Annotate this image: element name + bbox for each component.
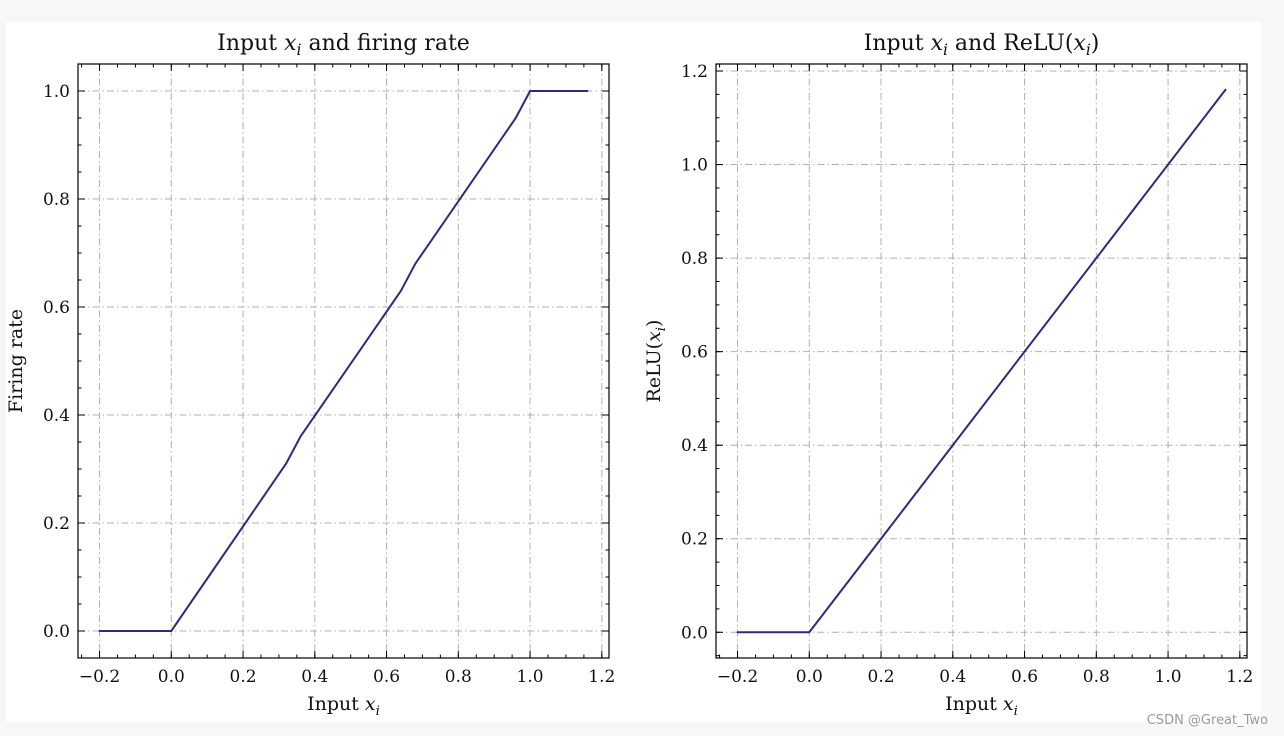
series-line-0 [736, 88, 1227, 634]
x-tick-label: 1.0 [1155, 667, 1182, 687]
y-axis: 0.0 0.2 0.4 0.6 0.8 1.0 [43, 63, 609, 659]
x-tick-label: 0.8 [445, 667, 472, 687]
y-tick-label: 0.2 [681, 530, 708, 550]
x-tick-label: 0.2 [230, 667, 257, 687]
chart-relu: −0.2 0.0 0.2 0.4 0.6 0.8 1.0 1.2 0.0 0.2 0.4 0.6 0.8… [643, 31, 1253, 719]
y-tick-label: 0.6 [681, 343, 708, 363]
chart-firing-rate: −0.2 0.0 0.2 0.4 0.6 0.8 1.0 1.2 0.0 0.2 0.4 0.6 0.8… [5, 31, 615, 719]
y-tick-label: 0.8 [43, 190, 70, 210]
watermark: CSDN @Great_Two [1146, 713, 1268, 728]
x-tick-label: 0.8 [1083, 667, 1110, 687]
y-tick-label: 0.8 [681, 249, 708, 269]
axes-frame [77, 63, 610, 659]
x-tick-label: 0.6 [1011, 667, 1038, 687]
x-axis: −0.2 0.0 0.2 0.4 0.6 0.8 1.0 1.2 [717, 64, 1253, 687]
x-axis-label: Input xi [307, 693, 380, 719]
y-tick-label: 0.4 [681, 436, 708, 456]
figure-canvas [6, 22, 1261, 722]
x-axis: −0.2 0.0 0.2 0.4 0.6 0.8 1.0 1.2 [79, 64, 615, 687]
grid [716, 64, 1247, 658]
y-axis-label: Firing rate [5, 309, 27, 413]
axes-frame [715, 63, 1248, 659]
x-tick-label: 0.0 [158, 667, 185, 687]
y-tick-label: 0.4 [43, 406, 70, 426]
y-axis: 0.0 0.2 0.4 0.6 0.8 1.0 1.2 [681, 62, 1247, 657]
x-tick-label: 1.0 [517, 667, 544, 687]
x-tick-label: 0.4 [939, 667, 966, 687]
y-tick-label: 0.2 [43, 514, 70, 534]
x-tick-label: 0.4 [301, 667, 328, 687]
x-tick-label: 0.2 [868, 667, 895, 687]
y-tick-label: 0.6 [43, 298, 70, 318]
grid [78, 64, 609, 658]
y-tick-label: 0.0 [43, 622, 70, 642]
y-tick-label: 1.2 [681, 62, 708, 82]
y-tick-label: 0.0 [681, 623, 708, 643]
series-line-0 [98, 90, 589, 632]
x-axis-label: Input xi [945, 693, 1018, 719]
x-tick-label: 0.6 [373, 667, 400, 687]
x-tick-label: 1.2 [588, 667, 615, 687]
x-tick-label: 0.0 [796, 667, 823, 687]
chart-title: Input xi and firing rate [217, 31, 470, 59]
y-axis-label: ReLU(xi) [643, 320, 669, 403]
x-tick-label: −0.2 [79, 667, 120, 687]
x-tick-label: 1.2 [1226, 667, 1253, 687]
y-tick-label: 1.0 [681, 156, 708, 176]
x-tick-label: −0.2 [717, 667, 758, 687]
chart-title: Input xi and ReLU(xi) [864, 31, 1100, 59]
y-tick-label: 1.0 [43, 82, 70, 102]
